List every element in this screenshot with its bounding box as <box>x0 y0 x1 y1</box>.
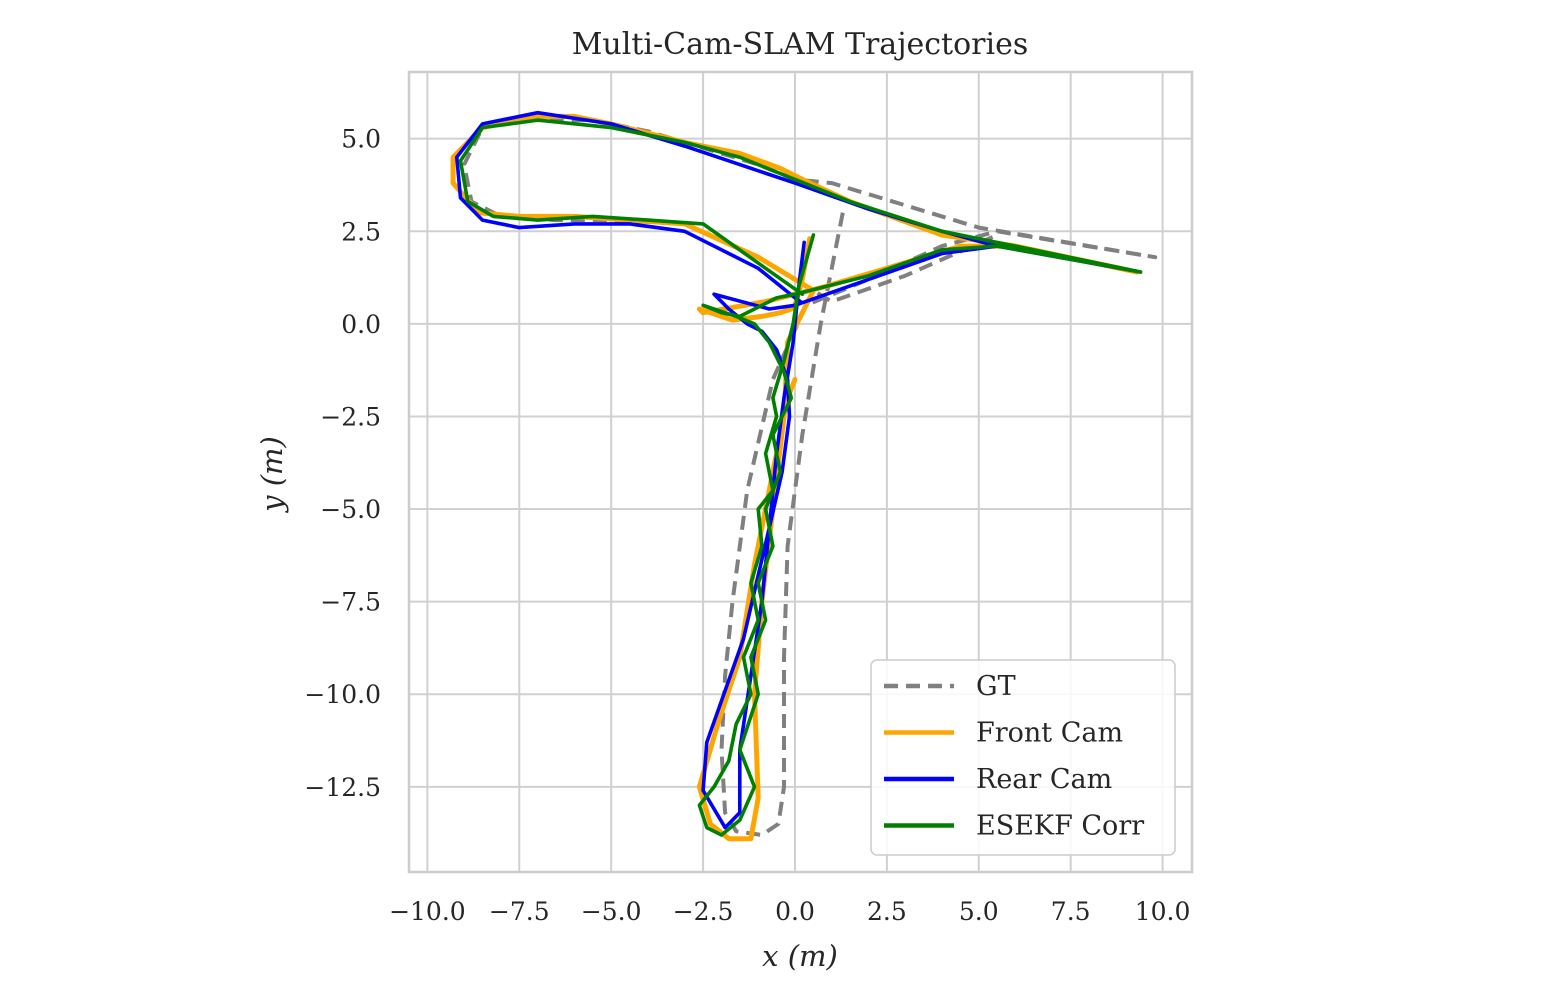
y-tick-label: −5.0 <box>320 495 381 524</box>
x-tick-label: 10.0 <box>1135 897 1191 926</box>
x-tick-label: −7.5 <box>489 897 550 926</box>
y-tick-label: 2.5 <box>341 217 381 246</box>
grid <box>409 72 1192 872</box>
y-tick-label: −10.0 <box>304 680 381 709</box>
y-tick-label: 5.0 <box>341 125 381 154</box>
legend-label-1: Front Cam <box>976 718 1123 749</box>
y-tick-labels: 5.0 2.5 0.0 −2.5 −5.0 −7.5 −10.0 −12.5 <box>304 125 381 802</box>
series-lines <box>450 110 1158 842</box>
x-tick-labels: −10.0 −7.5 −5.0 −2.5 0.0 2.5 5.0 7.5 10.0 <box>389 897 1190 926</box>
chart-title: Multi-Cam-SLAM Trajectories <box>572 27 1029 62</box>
x-tick-label: −2.5 <box>673 897 734 926</box>
legend-label-3: ESEKF Corr <box>976 811 1144 842</box>
x-tick-label: 7.5 <box>1051 897 1091 926</box>
y-tick-label: −12.5 <box>304 773 381 802</box>
legend: GT Front Cam Rear Cam ESEKF Corr <box>870 659 1176 856</box>
x-tick-label: 2.5 <box>867 897 907 926</box>
series-line-2 <box>454 110 1143 830</box>
legend-label-0: GT <box>976 671 1016 702</box>
legend-box <box>870 659 1176 856</box>
y-tick-label: −7.5 <box>320 588 381 617</box>
x-tick-label: −5.0 <box>581 897 642 926</box>
x-tick-label: 0.0 <box>775 897 815 926</box>
x-tick-label: 5.0 <box>959 897 999 926</box>
series-line-3 <box>458 118 1143 837</box>
x-tick-label: −10.0 <box>389 897 466 926</box>
series-line-1 <box>450 113 1140 842</box>
x-axis-label: x (m) <box>762 939 838 973</box>
y-tick-label: −2.5 <box>320 402 381 431</box>
legend-label-2: Rear Cam <box>976 764 1112 795</box>
y-tick-label: 0.0 <box>341 310 381 339</box>
plot-frame <box>407 70 1194 874</box>
y-axis-label: y (m) <box>255 436 289 514</box>
